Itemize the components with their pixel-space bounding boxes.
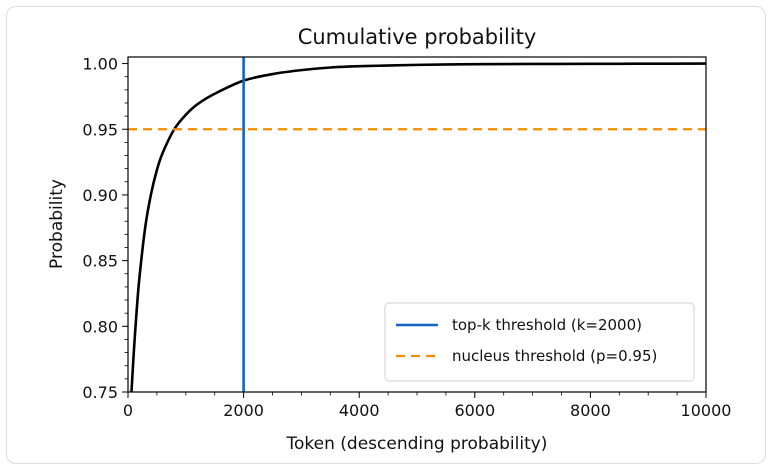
x-axis-ticks: 0 2000 4000 6000 8000 10000 xyxy=(123,392,732,420)
x-tick-label: 10000 xyxy=(681,401,732,420)
x-tick-label: 4000 xyxy=(339,401,380,420)
legend-label-nucleus: nucleus threshold (p=0.95) xyxy=(452,347,657,365)
legend: top-k threshold (k=2000) nucleus thresho… xyxy=(384,302,695,382)
y-tick-label: 0.85 xyxy=(82,252,118,271)
x-tick-label: 2000 xyxy=(223,401,264,420)
y-axis-label: Probability xyxy=(47,179,67,269)
x-axis-label: Token (descending probability) xyxy=(286,434,548,454)
x-tick-label: 6000 xyxy=(454,401,495,420)
x-tick-label: 8000 xyxy=(570,401,611,420)
y-tick-label: 0.80 xyxy=(82,317,118,336)
y-tick-label: 0.90 xyxy=(82,186,118,205)
legend-box xyxy=(384,302,695,382)
cumulative-probability-line xyxy=(130,62,706,392)
chart-title: Cumulative probability xyxy=(298,25,537,49)
plot-area xyxy=(128,57,706,392)
y-axis-ticks: 0.75 0.80 0.85 0.90 0.95 1.00 xyxy=(82,55,128,402)
y-tick-label: 0.95 xyxy=(82,120,118,139)
y-tick-label: 0.75 xyxy=(82,383,118,402)
y-tick-label: 1.00 xyxy=(82,55,118,74)
x-tick-label: 0 xyxy=(123,401,133,420)
plot-frame xyxy=(127,56,707,393)
legend-label-top-k: top-k threshold (k=2000) xyxy=(452,316,642,334)
